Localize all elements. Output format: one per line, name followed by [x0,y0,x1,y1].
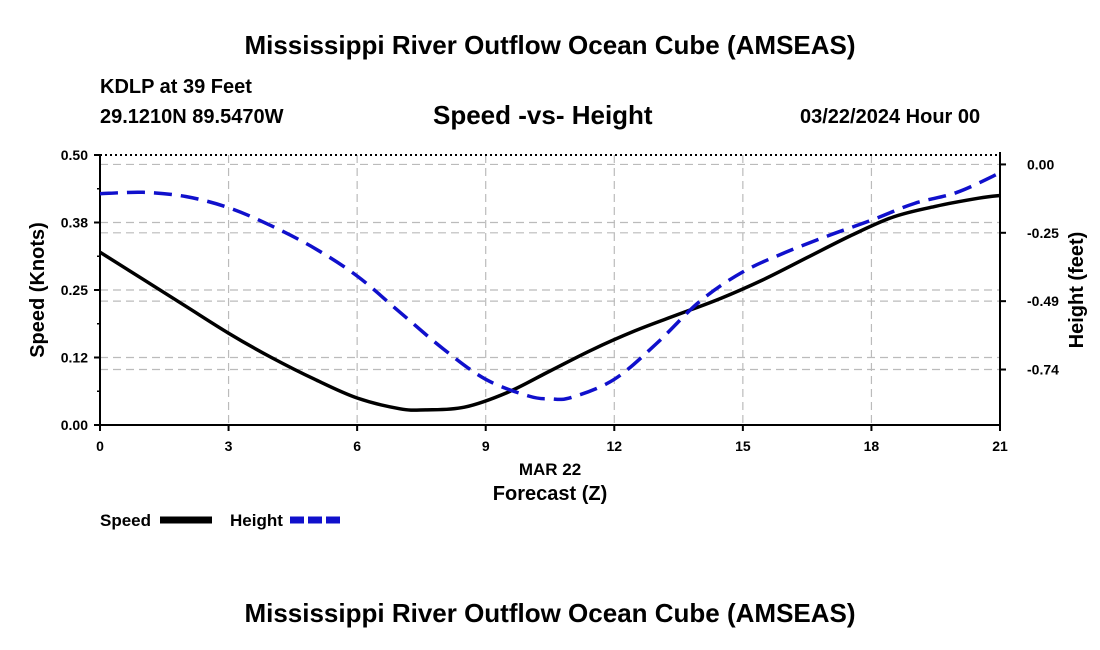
forecast-datetime: 03/22/2024 Hour 00 [800,106,981,128]
y2-tick-label: -0.49 [1027,293,1059,309]
speed-series-line [100,193,1001,412]
y-tick-label: 0.50 [61,147,88,163]
y-tick-label: 0.38 [61,215,88,231]
x-tick-label: 9 [482,438,490,454]
x-tick-label: 12 [606,438,622,454]
y2-tick-label: 0.00 [1027,156,1054,172]
x-tick-label: 3 [225,438,233,454]
chart-subtitle: Speed -vs- Height [433,100,653,130]
x-tick-label: 6 [353,438,361,454]
x-axis-title: Forecast (Z) [493,483,607,505]
x-tick-label: 21 [992,438,1008,454]
y2-tick-label: -0.74 [1027,362,1059,378]
coordinates-label: 29.1210N 89.5470W [100,106,284,128]
y-tick-label: 0.25 [61,282,88,298]
legend-height-label: Height [230,511,283,530]
station-label: KDLP at 39 Feet [100,76,252,98]
y-tick-label: 0.12 [61,350,88,366]
y-axis-title: Speed (Knots) [27,222,49,358]
footer-title: Mississippi River Outflow Ocean Cube (AM… [244,598,856,628]
x-axis-date: MAR 22 [519,460,581,479]
y2-tick-label: -0.25 [1027,225,1059,241]
x-tick-label: 15 [735,438,751,454]
height-series-line [100,171,1001,402]
x-tick-label: 0 [96,438,104,454]
y2-axis-title: Height (feet) [1066,232,1088,349]
x-tick-label: 18 [864,438,880,454]
y-tick-label: 0.00 [61,417,88,433]
legend-speed-label: Speed [100,511,151,530]
main-title: Mississippi River Outflow Ocean Cube (AM… [244,30,856,60]
